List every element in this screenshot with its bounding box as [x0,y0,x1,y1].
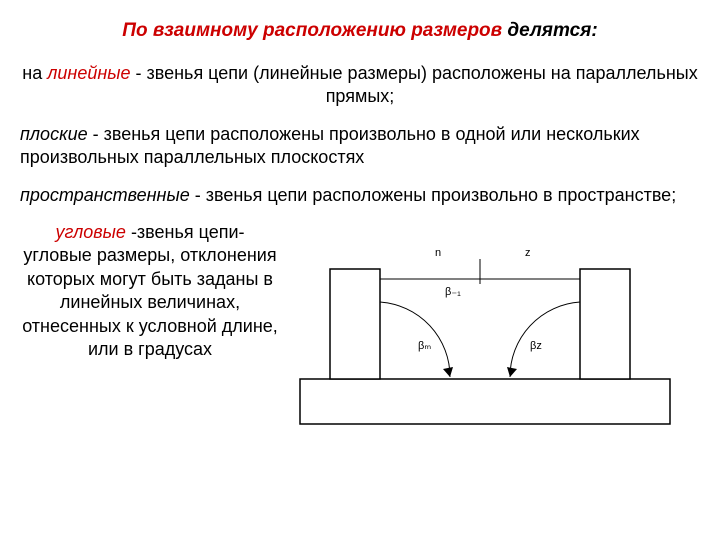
title-black-part: делятся: [507,20,597,41]
angular-diagram: n z β₋₁ βₘ βz [290,221,700,429]
page-title: По взаимному расположению размеров делят… [20,20,700,42]
flat-paragraph: плоские - звенья цепи расположены произв… [20,123,700,170]
left-pillar [330,269,380,379]
flat-term: плоские [20,124,88,144]
right-pillar [580,269,630,379]
flat-rest: - звенья цепи расположены произвольно в … [20,124,640,167]
label-n: n [435,247,441,259]
linear-prefix: на [22,63,47,83]
left-arc [380,302,450,377]
diagram-svg: n z β₋₁ βₘ βz [290,229,680,429]
right-arc [510,302,580,377]
angular-rest: -звенья цепи- угловые размеры, отклонени… [22,222,278,359]
linear-paragraph: на линейные - звенья цепи (линейные разм… [20,62,700,109]
title-red-part: По взаимному расположению размеров [122,20,507,41]
label-bz: βz [530,340,542,352]
spatial-rest: - звенья цепи расположены произвольно в … [190,185,676,205]
right-arc-arrow [507,367,517,377]
left-arc-arrow [443,367,453,377]
linear-rest: - звенья цепи (линейные размеры) располо… [131,63,698,106]
linear-term: линейные [47,63,130,83]
label-b1-top: β₋₁ [445,286,461,298]
label-z: z [525,247,531,259]
spatial-term: пространственные [20,185,190,205]
label-bm: βₘ [418,340,431,352]
bottom-row: угловые -звенья цепи- угловые размеры, о… [20,221,700,429]
angular-term: угловые [55,222,126,242]
angular-paragraph: угловые -звенья цепи- угловые размеры, о… [20,221,280,361]
base-block [300,379,670,424]
spatial-paragraph: пространственные - звенья цепи расположе… [20,184,700,207]
